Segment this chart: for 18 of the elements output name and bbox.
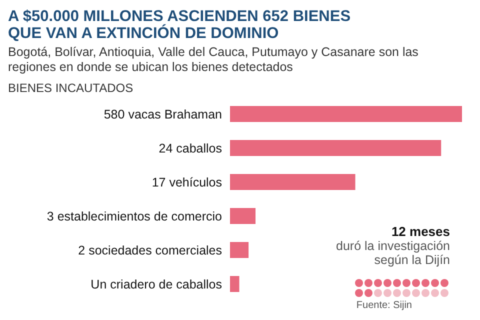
bar <box>230 208 256 224</box>
y-tick-label: 24 caballos <box>158 141 222 156</box>
y-tick-label: Un criadero de caballos <box>90 277 222 292</box>
y-tick-label: 17 vehículos <box>152 175 222 190</box>
y-tick-label: 580 vacas Brahaman <box>104 107 222 122</box>
bar <box>230 106 462 122</box>
chart-title: A $50.000 MILLONES ASCIENDEN 652 BIENES QUE VAN A EXTINCIÓN DE DOMINIO <box>8 8 352 42</box>
annotation: duró la investigación según la Dijín <box>335 239 450 267</box>
y-tick-label: 3 establecimientos de comercio <box>46 209 222 224</box>
bar <box>230 276 240 292</box>
bar <box>230 242 249 258</box>
bar <box>230 140 442 156</box>
chart-subtitle: Bogotá, Bolívar, Antioquia, Valle del Cauca, Putumayo y Casanare son las regiones en donde se ubican los bienes detectados <box>8 45 420 75</box>
y-tick-label: 2 sociedades comerciales <box>78 243 222 258</box>
bar <box>230 174 356 190</box>
annotation: 12 meses <box>390 224 450 239</box>
annotation: Fuente: Sijin <box>356 300 412 311</box>
y-axis-title: BIENES INCAUTADOS <box>8 81 134 95</box>
